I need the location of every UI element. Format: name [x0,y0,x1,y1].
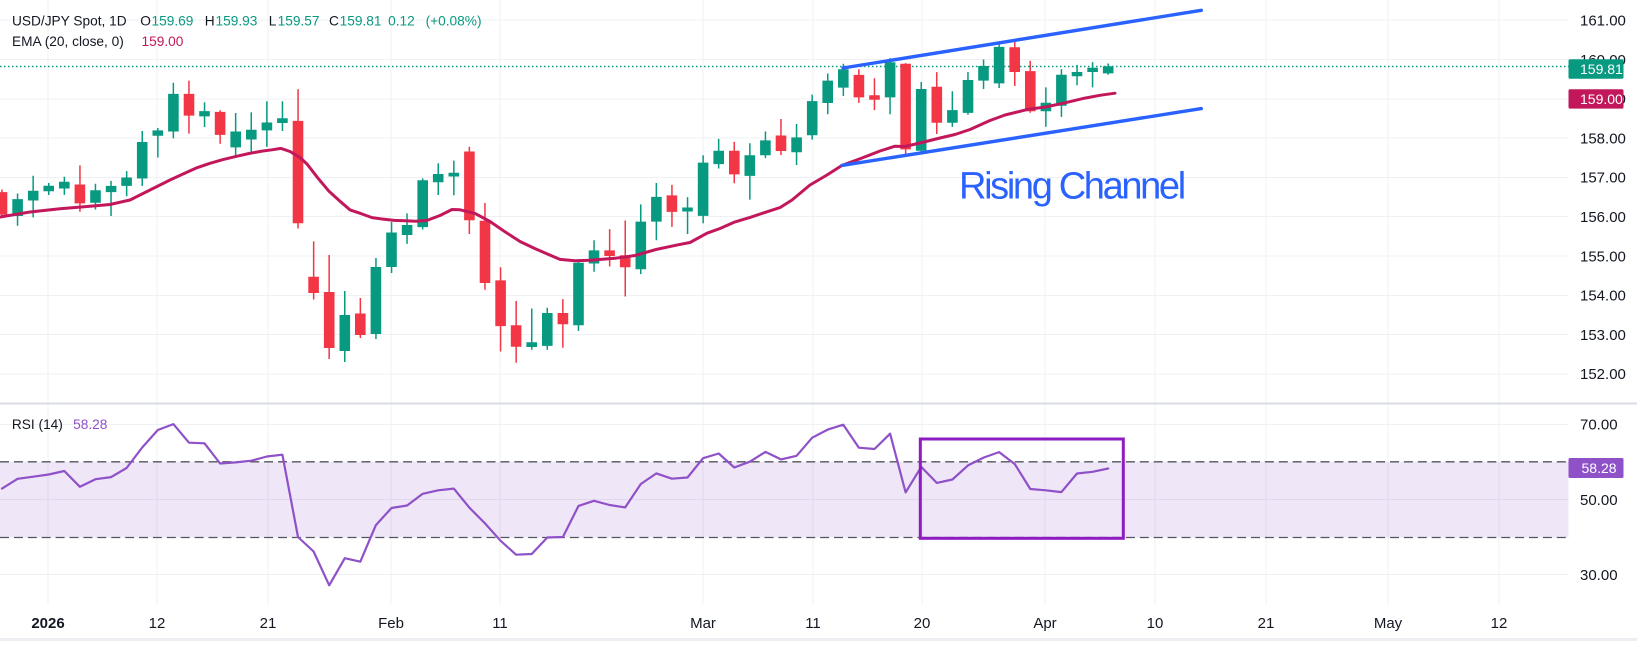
svg-text:11: 11 [492,615,508,632]
svg-text:58.28: 58.28 [1582,460,1617,476]
svg-text:RSI (14)58.28: RSI (14) 58.28 [12,417,108,432]
svg-text:May: May [1374,615,1403,632]
svg-text:Mar: Mar [690,615,716,632]
svg-text:154.00: 154.00 [1580,288,1626,305]
svg-text:11: 11 [805,615,821,632]
svg-text:Feb: Feb [378,615,404,632]
svg-text:10: 10 [1147,615,1164,632]
svg-text:158.00: 158.00 [1580,130,1626,147]
svg-text:21: 21 [260,615,277,632]
svg-text:21: 21 [1258,615,1275,632]
svg-text:12: 12 [149,615,166,632]
svg-text:12: 12 [1491,615,1508,632]
svg-text:2026: 2026 [31,615,64,632]
svg-text:70.00: 70.00 [1580,417,1618,434]
svg-text:EMA (20, close, 0)159.00: EMA (20, close, 0) 159.00 [12,34,184,49]
svg-text:30.00: 30.00 [1580,567,1618,584]
svg-text:159.00: 159.00 [1580,91,1623,107]
svg-text:Apr: Apr [1033,615,1056,632]
svg-text:156.00: 156.00 [1580,209,1626,226]
svg-text:50.00: 50.00 [1580,492,1618,509]
svg-text:Rising Channel: Rising Channel [959,166,1184,208]
svg-text:157.00: 157.00 [1580,170,1626,187]
svg-text:161.00: 161.00 [1580,13,1626,30]
svg-text:155.00: 155.00 [1580,248,1626,265]
svg-text:20: 20 [914,615,931,632]
svg-text:153.00: 153.00 [1580,327,1626,344]
svg-text:152.00: 152.00 [1580,366,1626,383]
svg-text:159.81: 159.81 [1580,61,1623,77]
